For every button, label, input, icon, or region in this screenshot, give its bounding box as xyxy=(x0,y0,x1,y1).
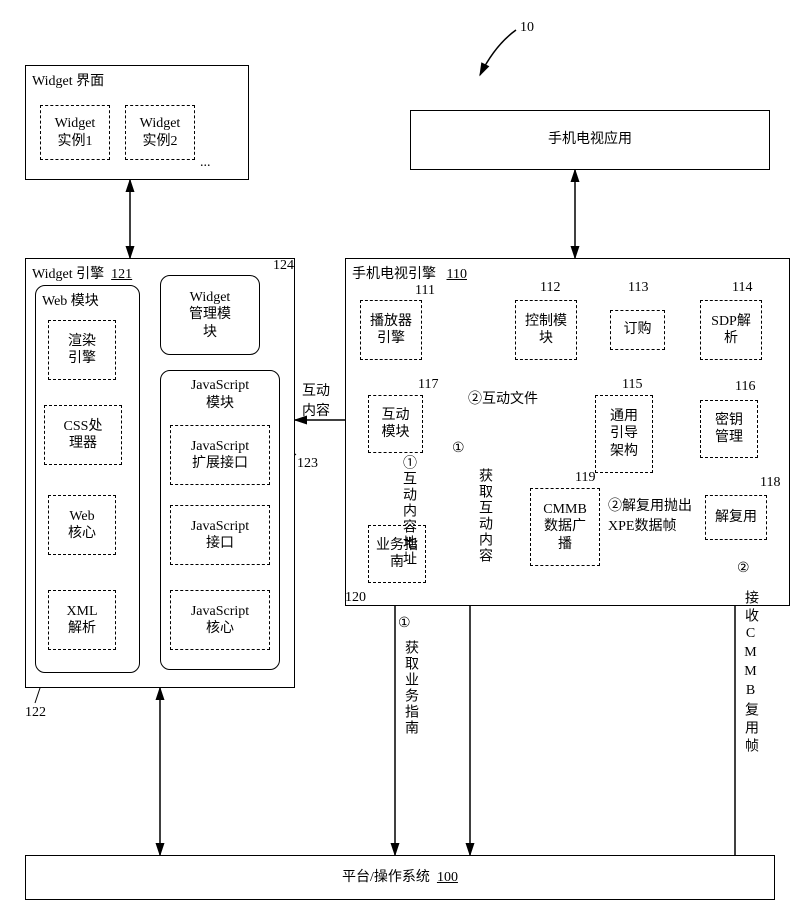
figure-label: 10 xyxy=(520,20,534,36)
web-core: Web 核心 xyxy=(48,495,116,555)
widget-instance2: Widget 实例2 xyxy=(125,105,195,160)
lbl-demux-xpe: ②解复用抛出 XPE数据帧 xyxy=(608,495,692,535)
js-intf: JavaScript 接口 xyxy=(170,505,270,565)
js-core: JavaScript 核心 xyxy=(170,590,270,650)
js-module-title: JavaScript 模块 xyxy=(161,371,279,414)
ref-122: 122 xyxy=(25,705,46,721)
widget-instance1: Widget 实例1 xyxy=(40,105,110,160)
lbl-interactive-addr: ①互动内容地址 xyxy=(398,455,418,567)
lbl-interactive-file: ②互动文件 xyxy=(468,388,538,408)
web-module-title: Web 模块 xyxy=(42,290,99,310)
tv-control: 控制模 块 xyxy=(515,300,577,360)
tv-order: 订购 xyxy=(610,310,665,350)
tv-keymgr: 密钥 管理 xyxy=(700,400,758,458)
ref-117: 117 xyxy=(418,377,438,393)
lbl-circle2b: ② xyxy=(737,560,750,577)
ref-119: 119 xyxy=(575,470,595,486)
lbl-circle1a: ① xyxy=(452,440,465,457)
ref-115: 115 xyxy=(622,377,642,393)
tv-engine-title: 手机电视引擎 110 xyxy=(352,263,467,283)
tv-demux: 解复用 xyxy=(705,495,767,540)
ref-113: 113 xyxy=(628,280,648,296)
ref-111: 111 xyxy=(415,283,435,299)
widget-mgr-box: Widget 管理模 块 xyxy=(160,275,260,355)
lbl-get-svc-guide: 获取业务指南 xyxy=(400,640,420,736)
js-ext: JavaScript 扩展接口 xyxy=(170,425,270,485)
ref-118: 118 xyxy=(760,475,780,491)
widget-engine-title: Widget 引擎 121 xyxy=(32,263,132,283)
ref-120: 120 xyxy=(345,590,366,606)
widget-ui-title: Widget 界面 xyxy=(32,70,104,90)
web-css: CSS处 理器 xyxy=(44,405,122,465)
web-render: 渲染 引擎 xyxy=(48,320,116,380)
lbl-circle1b: ① xyxy=(398,615,411,632)
tv-player: 播放器 引擎 xyxy=(360,300,422,360)
lbl-interactive-content: 互动 内容 xyxy=(302,380,330,420)
ref-123: 123 xyxy=(297,456,318,472)
platform-box: 平台/操作系统 100 xyxy=(25,855,775,900)
ref-116: 116 xyxy=(735,379,755,395)
tv-sdp: SDP解 析 xyxy=(700,300,762,360)
mobile-tv-app-box: 手机电视应用 xyxy=(410,110,770,170)
ref-112: 112 xyxy=(540,280,560,296)
widget-ellipsis: ... xyxy=(200,155,211,171)
tv-interact: 互动 模块 xyxy=(368,395,423,453)
ref-124: 124 xyxy=(273,258,294,274)
lbl-get-interactive: 获取互动内容 xyxy=(474,468,494,564)
tv-guidefw: 通用 引导 架构 xyxy=(595,395,653,473)
tv-cmmb: CMMB 数据广 播 xyxy=(530,488,600,566)
diagram-canvas: 10 xyxy=(0,0,800,921)
lbl-recv-cmmb: 接收CMMB复用帧 xyxy=(740,590,760,756)
ref-114: 114 xyxy=(732,280,752,296)
web-xml: XML 解析 xyxy=(48,590,116,650)
